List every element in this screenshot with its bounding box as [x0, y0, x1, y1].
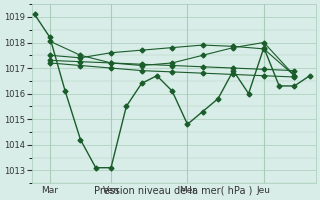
Text: Mar: Mar [41, 186, 58, 195]
Text: Jeu: Jeu [257, 186, 271, 195]
X-axis label: Pression niveau de la mer( hPa ): Pression niveau de la mer( hPa ) [94, 186, 253, 196]
Text: Mer: Mer [179, 186, 196, 195]
Text: Ven: Ven [103, 186, 119, 195]
